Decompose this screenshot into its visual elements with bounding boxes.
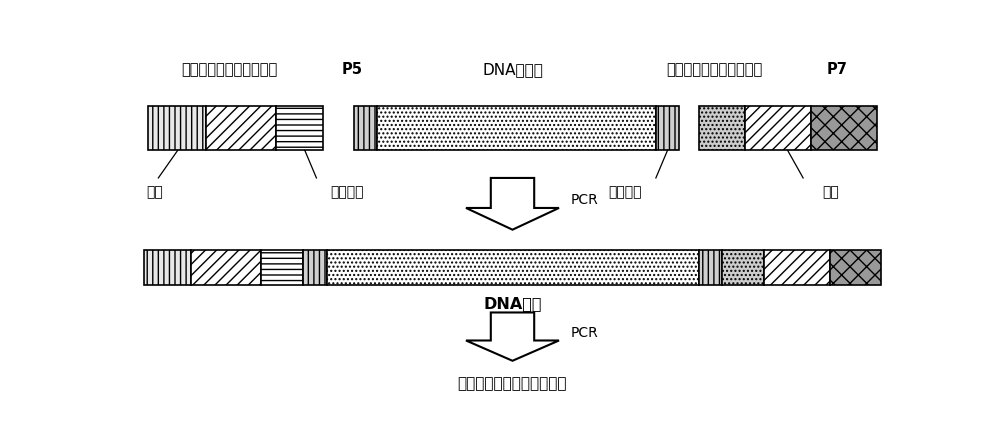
Text: 用于下一代测序仪的引物: 用于下一代测序仪的引物 <box>182 62 278 77</box>
Text: P7: P7 <box>826 62 847 77</box>
Bar <box>354 105 377 151</box>
Text: 索引: 索引 <box>822 185 839 199</box>
Text: 使用下一代测序仪进行分析: 使用下一代测序仪进行分析 <box>458 376 567 391</box>
Bar <box>148 105 206 151</box>
Text: 共有序列: 共有序列 <box>608 185 642 199</box>
Bar <box>326 250 698 285</box>
Bar <box>698 250 722 285</box>
Bar <box>303 250 326 285</box>
Bar <box>144 250 191 285</box>
Text: DNA分析物: DNA分析物 <box>482 62 543 77</box>
Text: DNA文库: DNA文库 <box>483 297 542 311</box>
Text: PCR: PCR <box>571 194 598 207</box>
Polygon shape <box>466 313 559 361</box>
Bar <box>698 105 745 151</box>
Polygon shape <box>466 178 559 230</box>
Text: 索引: 索引 <box>146 185 163 199</box>
Text: 共有序列: 共有序列 <box>331 185 364 199</box>
Text: PCR: PCR <box>571 326 598 340</box>
Bar <box>377 105 656 151</box>
Text: 用于下一代测序仪的引物: 用于下一代测序仪的引物 <box>666 62 762 77</box>
Bar <box>722 250 764 285</box>
Bar <box>206 105 276 151</box>
Bar <box>811 105 877 151</box>
Bar <box>276 105 323 151</box>
Text: P5: P5 <box>342 62 363 77</box>
Bar <box>261 250 303 285</box>
Bar <box>745 105 811 151</box>
Bar <box>830 250 881 285</box>
Bar <box>191 250 261 285</box>
Bar <box>656 105 679 151</box>
Bar <box>764 250 830 285</box>
